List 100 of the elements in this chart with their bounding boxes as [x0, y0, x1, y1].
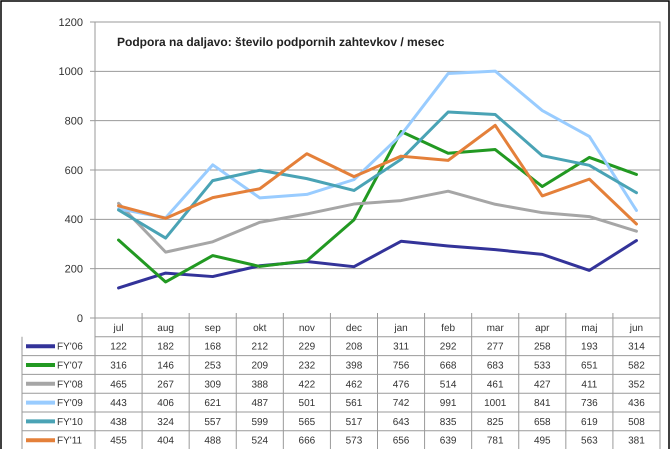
data-label: 533	[534, 360, 552, 372]
data-label: 438	[110, 416, 128, 428]
data-label: 658	[534, 416, 552, 428]
legend-label: FY'06	[57, 342, 84, 353]
data-label: 668	[440, 360, 457, 372]
y-tick-label: 400	[64, 214, 83, 226]
legend-label: FY'07	[57, 360, 84, 372]
y-tick-label: 200	[64, 264, 83, 276]
data-label: 651	[581, 360, 598, 372]
data-label: 427	[534, 379, 552, 390]
data-label: 229	[298, 342, 316, 353]
data-label: 619	[581, 416, 598, 428]
data-label: 314	[628, 342, 646, 353]
data-label: 436	[628, 398, 646, 410]
y-tick-label: 600	[64, 164, 83, 177]
data-label: 666	[298, 436, 316, 447]
data-label: 122	[110, 342, 128, 353]
x-tick-label: feb	[441, 322, 456, 334]
data-label: 352	[628, 379, 646, 390]
x-tick-label: okt	[253, 322, 267, 334]
x-tick-label: nov	[298, 322, 315, 334]
x-tick-label: jan	[393, 322, 408, 334]
data-label: 388	[251, 379, 269, 390]
data-label: 455	[110, 436, 128, 447]
data-label: 835	[440, 416, 457, 428]
data-label: 1001	[484, 398, 507, 410]
y-tick-label: 800	[64, 116, 83, 128]
data-label: 462	[346, 379, 363, 390]
data-label: 406	[157, 398, 174, 410]
data-label: 258	[534, 342, 552, 353]
data-label: 781	[486, 436, 504, 447]
data-label: 381	[628, 436, 646, 447]
data-label: 476	[392, 379, 410, 390]
data-label: 565	[298, 416, 316, 428]
data-label: 487	[251, 398, 269, 410]
y-tick-label: 0	[76, 312, 83, 325]
x-tick-label: jul	[112, 322, 124, 334]
data-label: 316	[110, 360, 128, 372]
data-label: 825	[486, 416, 504, 428]
data-label: 182	[157, 342, 174, 353]
data-label: 561	[346, 398, 363, 410]
x-tick-label: jun	[628, 322, 644, 334]
data-label: 461	[486, 379, 504, 390]
y-tick-label: 1000	[58, 66, 83, 78]
data-label: 599	[251, 416, 269, 428]
data-label: 443	[110, 398, 128, 410]
data-label: 404	[157, 436, 174, 447]
line-series	[117, 130, 638, 284]
x-tick-label: sep	[204, 322, 222, 334]
data-label: 488	[204, 436, 222, 447]
data-label: 324	[157, 416, 174, 428]
data-label: 557	[204, 416, 222, 428]
data-label: 841	[534, 398, 552, 410]
data-label: 514	[440, 379, 457, 390]
data-label: 683	[486, 360, 504, 372]
data-label: 208	[346, 342, 363, 353]
data-label: 193	[581, 342, 598, 353]
data-label: 508	[628, 416, 646, 428]
data-label: 212	[251, 342, 269, 353]
data-label: 656	[392, 436, 410, 447]
legend-label: FY'11	[57, 436, 83, 447]
data-label: 411	[581, 379, 598, 390]
data-label: 582	[628, 360, 646, 372]
line-series	[117, 124, 638, 226]
line-series	[117, 70, 638, 220]
x-tick-label: dec	[346, 322, 362, 334]
y-tick-label: 1200	[58, 16, 83, 29]
data-label: 991	[440, 398, 457, 410]
legend-label: FY'09	[57, 398, 84, 410]
data-label: 563	[581, 436, 598, 447]
data-label: 168	[204, 342, 222, 353]
data-label: 742	[392, 398, 410, 410]
data-label: 501	[298, 398, 316, 410]
x-tick-label: mar	[486, 322, 504, 334]
data-label: 465	[110, 379, 128, 390]
data-label: 517	[346, 416, 363, 428]
data-label: 277	[486, 342, 504, 353]
data-label: 292	[440, 342, 457, 353]
data-label: 524	[251, 436, 269, 447]
data-label: 253	[204, 360, 222, 372]
line-series	[117, 190, 638, 254]
data-label: 267	[157, 379, 174, 390]
data-label: 639	[440, 436, 457, 447]
data-label: 311	[393, 342, 410, 353]
text: Podpora na daljavo: število podpornih zahtevkov / mesec	[117, 35, 445, 49]
data-label: 422	[298, 379, 316, 390]
data-label: 309	[204, 379, 222, 390]
data-label: 209	[251, 360, 269, 372]
x-tick-label: apr	[535, 322, 550, 334]
data-label: 756	[392, 360, 410, 372]
x-tick-label: maj	[581, 322, 598, 334]
data-label: 621	[204, 398, 222, 410]
data-label: 398	[346, 360, 363, 372]
legend-label: FY'08	[57, 379, 84, 390]
data-label: 736	[581, 398, 598, 410]
line-series	[117, 110, 638, 240]
data-label: 146	[157, 360, 174, 372]
data-label: 232	[298, 360, 316, 372]
x-tick-label: aug	[157, 322, 174, 334]
legend-label: FY'10	[57, 416, 84, 428]
